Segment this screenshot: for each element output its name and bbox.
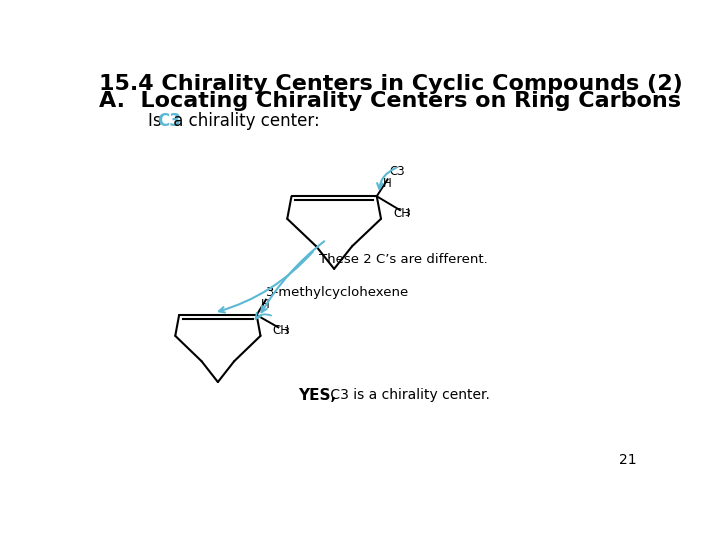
Text: CH: CH xyxy=(272,325,289,338)
Text: H: H xyxy=(383,177,392,190)
Text: a chirality center:: a chirality center: xyxy=(168,112,320,130)
Text: C3: C3 xyxy=(389,165,405,178)
Text: C3 is a chirality center.: C3 is a chirality center. xyxy=(325,388,490,402)
Text: 3: 3 xyxy=(283,327,289,335)
Text: H: H xyxy=(261,298,270,311)
Text: 21: 21 xyxy=(618,453,636,467)
Text: CH: CH xyxy=(394,207,411,220)
Text: 3: 3 xyxy=(405,210,410,218)
Text: 3-methylcyclohexene: 3-methylcyclohexene xyxy=(266,286,410,299)
Text: 15.4 Chirality Centers in Cyclic Compounds (2): 15.4 Chirality Centers in Cyclic Compoun… xyxy=(99,74,683,94)
Text: YES,: YES, xyxy=(297,388,336,403)
Text: These 2 C’s are different.: These 2 C’s are different. xyxy=(319,253,487,266)
Text: C3: C3 xyxy=(158,112,181,130)
Text: Is: Is xyxy=(148,112,167,130)
Text: A.  Locating Chirality Centers on Ring Carbons: A. Locating Chirality Centers on Ring Ca… xyxy=(99,91,681,111)
